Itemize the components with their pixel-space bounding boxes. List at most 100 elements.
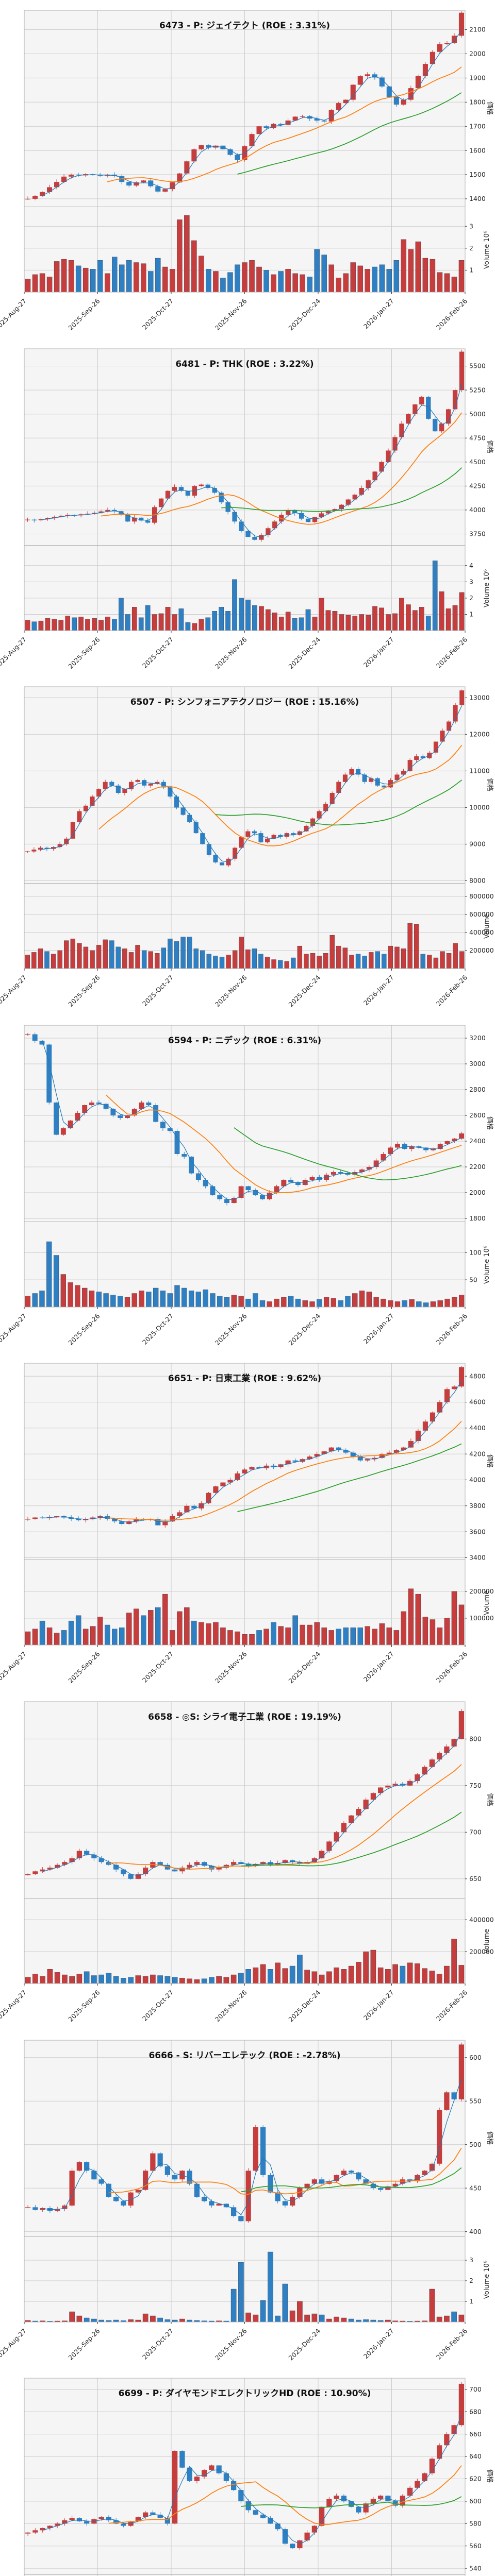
volume-tick-label: 2 xyxy=(469,2277,473,2284)
stock-chart-6473: 1400 1500 1600 1700 1800 1900 2000 2100 価格 1 2 3 Vol… xyxy=(0,10,494,332)
price-tick-label: 9000 xyxy=(469,840,486,848)
volume-bars xyxy=(25,560,465,631)
price-tick-label: 3600 xyxy=(469,1528,486,1536)
price-tick-label: 11000 xyxy=(469,767,490,775)
volume-bars xyxy=(25,1241,465,1307)
date-tick-label: 2025-Nov-26 xyxy=(213,1312,249,1347)
ma-mid-line xyxy=(101,412,463,525)
volume-axis-label: Volume xyxy=(483,914,491,939)
price-tick-label: 4600 xyxy=(469,1398,486,1406)
price-tick-label: 450 xyxy=(469,2184,482,2192)
date-tick-label: 2025-Aug-27 xyxy=(0,2327,28,2362)
price-tick-label: 1700 xyxy=(469,122,486,130)
date-tick-label: 2025-Nov-26 xyxy=(213,635,249,670)
price-tick-label: 1400 xyxy=(469,195,486,202)
ma-short-line xyxy=(40,705,463,863)
chart-title: 6481 - P: THK (ROE : 3.22%) xyxy=(175,359,314,369)
date-tick-label: 2025-Dec-24 xyxy=(287,1312,322,1347)
date-tick-label: 2026-Feb-26 xyxy=(435,974,469,1008)
date-tick-label: 2025-Dec-24 xyxy=(287,297,322,332)
ma-long-line xyxy=(234,1127,462,1180)
date-tick-label: 2025-Nov-26 xyxy=(213,297,249,332)
price-tick-label: 1800 xyxy=(469,98,486,106)
chart-title: 6473 - P: ジェイテクト (ROE : 3.31%) xyxy=(159,21,330,31)
date-tick-label: 2025-Dec-24 xyxy=(287,1988,322,2023)
price-tick-label: 1800 xyxy=(469,1214,486,1222)
volume-tick-label: 200000 xyxy=(469,1587,494,1595)
price-tick-label: 2400 xyxy=(469,1137,486,1145)
volume-tick-label: 400000 xyxy=(469,928,494,936)
price-tick-label: 650 xyxy=(469,1875,482,1883)
date-tick-label: 2025-Aug-27 xyxy=(0,1312,28,1347)
volume-axis-label: Volume 10⁶ xyxy=(483,1246,491,1284)
date-tick-label: 2025-Sep-26 xyxy=(67,1650,101,1685)
date-tick-label: 2025-Aug-27 xyxy=(0,974,28,1009)
date-tick-label: 2025-Aug-27 xyxy=(0,635,28,670)
price-tick-label: 600 xyxy=(469,2497,482,2505)
date-tick-label: 2025-Aug-27 xyxy=(0,297,28,332)
ma-mid-line xyxy=(98,744,463,846)
price-tick-label: 620 xyxy=(469,2475,482,2483)
ma-long-line xyxy=(241,2496,462,2509)
price-tick-label: 3800 xyxy=(469,1502,486,1510)
volume-tick-label: 3 xyxy=(469,578,473,585)
price-tick-label: 5500 xyxy=(469,362,486,369)
date-tick-label: 2026-Feb-26 xyxy=(435,1988,469,2022)
price-tick-label: 550 xyxy=(469,2097,482,2105)
price-tick-label: 3000 xyxy=(469,1060,486,1067)
volume-tick-label: 100 xyxy=(469,1248,482,1256)
price-tick-label: 560 xyxy=(469,2542,482,2550)
ma-mid-line xyxy=(107,1421,462,1521)
date-tick-label: 2025-Dec-24 xyxy=(287,1650,322,1685)
ma-short-line xyxy=(42,1732,462,1876)
price-tick-label: 10000 xyxy=(469,804,490,811)
volume-bars xyxy=(25,2251,465,2322)
date-tick-label: 2026-Jan-27 xyxy=(362,635,395,669)
price-tick-label: 4800 xyxy=(469,1372,486,1380)
volume-axis-label: Volume xyxy=(483,1929,491,1954)
volume-tick-label: 1 xyxy=(469,266,473,274)
date-tick-label: 2025-Sep-26 xyxy=(67,635,101,670)
stock-chart-6651: 3400 3600 3800 4000 4200 4400 4600 4800 価格 100000… xyxy=(0,1363,494,1685)
ma-short-line xyxy=(42,2414,462,2545)
price-tick-label: 2000 xyxy=(469,1189,486,1196)
price-tick-label: 5000 xyxy=(469,410,486,417)
date-tick-label: 2025-Sep-26 xyxy=(67,297,101,331)
price-tick-label: 750 xyxy=(469,1782,482,1789)
volume-bars xyxy=(25,923,465,969)
price-tick-label: 600 xyxy=(469,2054,482,2061)
price-tick-label: 700 xyxy=(469,2385,482,2393)
chart-title: 6699 - P: ダイヤモンドエレクトリックHD (ROE : 10.90%) xyxy=(119,2388,371,2399)
price-tick-label: 640 xyxy=(469,2452,482,2460)
date-tick-label: 2025-Oct-27 xyxy=(141,974,175,1008)
price-axis-label: 価格 xyxy=(486,2469,494,2483)
volume-tick-label: 50 xyxy=(469,1276,477,1283)
ma-long-line xyxy=(237,1444,462,1513)
date-tick-label: 2025-Dec-24 xyxy=(287,974,322,1009)
price-tick-label: 660 xyxy=(469,2430,482,2438)
ma-short-line xyxy=(42,30,462,196)
price-tick-label: 2200 xyxy=(469,1163,486,1171)
price-tick-label: 4200 xyxy=(469,1450,486,1458)
price-tick-label: 540 xyxy=(469,2564,482,2572)
price-tick-label: 4000 xyxy=(469,506,486,514)
price-tick-label: 2000 xyxy=(469,50,486,58)
price-tick-label: 500 xyxy=(469,2140,482,2148)
date-tick-label: 2025-Oct-27 xyxy=(141,1988,175,2022)
price-tick-label: 1500 xyxy=(469,171,486,178)
chart-title: 6594 - P: ニデック (ROE : 6.31%) xyxy=(168,1035,321,1046)
date-tick-label: 2026-Jan-27 xyxy=(362,1650,395,1684)
date-tick-label: 2026-Feb-26 xyxy=(435,1312,469,1346)
volume-tick-label: 800000 xyxy=(469,892,494,900)
price-tick-label: 4250 xyxy=(469,482,486,489)
price-tick-label: 1900 xyxy=(469,74,486,82)
ma-long-line xyxy=(241,1811,462,1867)
price-tick-label: 580 xyxy=(469,2520,482,2528)
price-tick-label: 4750 xyxy=(469,434,486,442)
price-tick-label: 13000 xyxy=(469,694,490,702)
stock-chart-6658: 650 700 750 800 価格 200000 400000 Volume 2025-Aug… xyxy=(0,1701,494,2023)
date-tick-label: 2025-Nov-26 xyxy=(213,974,249,1009)
ma-long-line xyxy=(237,92,462,175)
ma-mid-line xyxy=(108,2465,462,2526)
price-tick-label: 3200 xyxy=(469,1034,486,1042)
